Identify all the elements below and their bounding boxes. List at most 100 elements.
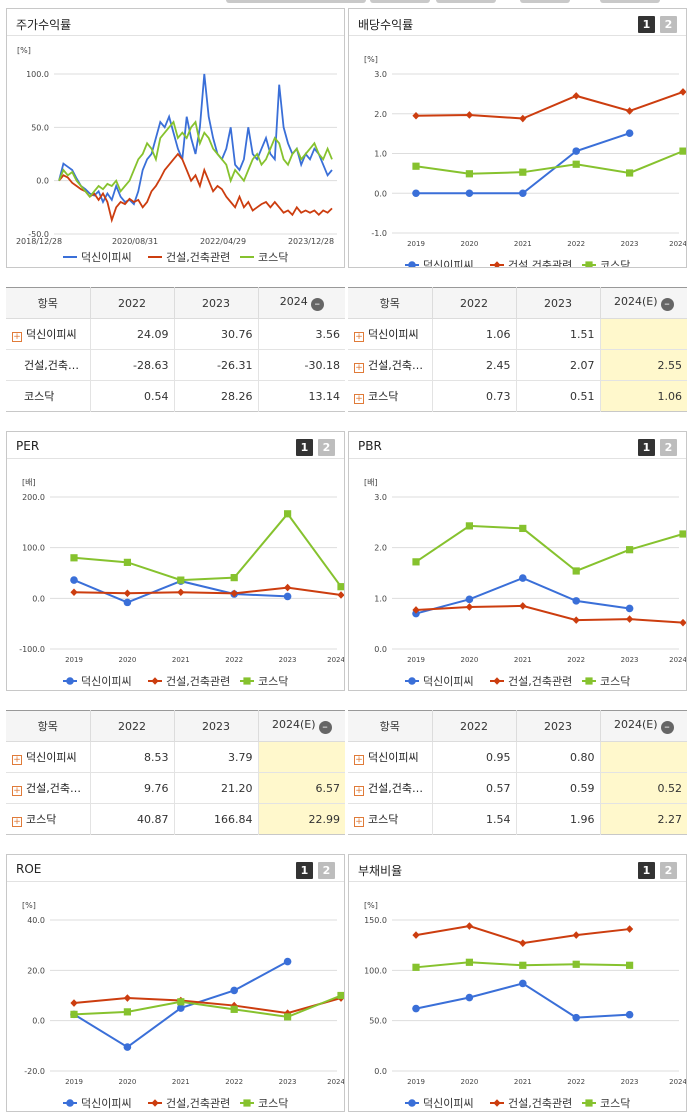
- series-line: [415, 604, 684, 624]
- value-cell: 2.55: [600, 349, 687, 381]
- x-tick-label: 2020: [118, 1078, 136, 1086]
- pbr-panel: PBR 1 2 [배] 3.0 2.0 1.0 0.0 2019 2020 2021 2022 2…: [348, 431, 687, 691]
- value-cell: -28.63: [90, 349, 175, 381]
- expand-icon[interactable]: +: [12, 332, 22, 342]
- tab-button-1[interactable]: 1: [638, 439, 655, 456]
- expand-icon[interactable]: +: [354, 817, 364, 827]
- x-tick-label: 2019: [65, 656, 83, 664]
- legend-marker: [151, 1099, 159, 1107]
- legend-label: 코스닥: [600, 259, 630, 267]
- row-name-cell: + 덕신이피씨: [348, 318, 433, 350]
- legend-marker: [493, 677, 501, 685]
- tab-button-2[interactable]: 2: [660, 862, 677, 879]
- column-header: 2022: [432, 287, 517, 319]
- data-point: [70, 576, 78, 584]
- data-point: [284, 583, 292, 592]
- legend-label: 코스닥: [600, 1097, 630, 1110]
- panel-header: PBR 1 2: [349, 432, 686, 459]
- expand-icon[interactable]: +: [354, 755, 364, 765]
- tab-button-2[interactable]: 2: [318, 862, 335, 879]
- y-unit-label: [배]: [22, 478, 36, 487]
- row-name-cell: + 덕신이피씨: [348, 741, 433, 773]
- legend-marker: [408, 261, 416, 267]
- value-cell: 2.27: [600, 803, 687, 835]
- data-point: [625, 129, 634, 138]
- row-name-cell: 코스닥: [6, 380, 91, 412]
- tab-button-1[interactable]: 1: [638, 16, 655, 33]
- x-tick-label: 2020: [460, 1078, 478, 1086]
- x-tick-label: 2020: [460, 240, 478, 248]
- collapse-icon[interactable]: –: [310, 298, 324, 311]
- value-cell: 21.20: [174, 772, 259, 804]
- data-point: [572, 960, 580, 968]
- data-point: [625, 604, 634, 613]
- data-point: [123, 598, 132, 607]
- value-cell: 0.95: [432, 741, 517, 773]
- table-row: + 건설,건축… 9.76 21.20 6.57: [6, 772, 345, 804]
- y-tick-label: 3.0: [374, 493, 387, 502]
- x-tick-label: 2024(E): [327, 656, 344, 664]
- column-header-label: 2024: [279, 295, 308, 308]
- collapse-icon[interactable]: –: [660, 721, 674, 734]
- table-row: + 건설,건축… 2.45 2.07 2.55: [348, 349, 687, 381]
- top-tab-stub: [520, 0, 570, 3]
- expand-icon[interactable]: +: [12, 755, 22, 765]
- column-header: 항목: [348, 287, 433, 319]
- table-row: + 덕신이피씨 8.53 3.79: [6, 741, 345, 773]
- data-point: [284, 510, 292, 518]
- data-point: [626, 961, 634, 969]
- tab-button-2[interactable]: 2: [660, 439, 677, 456]
- tab-button-1[interactable]: 1: [296, 439, 313, 456]
- expand-icon[interactable]: +: [354, 786, 364, 796]
- expand-icon[interactable]: +: [354, 332, 364, 342]
- row-name-cell: 건설,건축…: [6, 349, 91, 381]
- collapse-icon[interactable]: –: [318, 721, 332, 734]
- table-header-row: 항목 2022 2023 2024–: [6, 287, 345, 319]
- row-name-cell: + 코스닥: [348, 803, 433, 835]
- collapse-icon[interactable]: –: [660, 298, 674, 311]
- y-tick-label: 3.0: [374, 70, 387, 79]
- row-name-cell: + 덕신이피씨: [6, 318, 91, 350]
- data-point: [412, 162, 420, 170]
- legend-label: 덕신이피씨: [81, 1097, 132, 1110]
- debt-ratio-chart: [%] 150.0 100.0 50.0 0.0 2019 2020 2021 2022 2023…: [364, 901, 686, 1110]
- value-cell: 8.53: [90, 741, 175, 773]
- data-point: [412, 189, 420, 198]
- expand-icon[interactable]: +: [354, 363, 364, 373]
- column-header-label: 항목: [37, 720, 58, 733]
- tab-button-1[interactable]: 1: [296, 862, 313, 879]
- row-label: 덕신이피씨: [368, 328, 419, 341]
- series-line: [58, 119, 333, 199]
- x-tick-label: 2019: [407, 1078, 425, 1086]
- data-point: [177, 998, 185, 1006]
- tab-button-1[interactable]: 1: [638, 862, 655, 879]
- tab-button-2[interactable]: 2: [660, 16, 677, 33]
- table-row: + 덕신이피씨 24.09 30.76 3.56: [6, 318, 345, 350]
- tab-button-2[interactable]: 2: [318, 439, 335, 456]
- panel-header: 배당수익률 1 2: [349, 9, 686, 36]
- row-label: 건설,건축…: [368, 359, 423, 372]
- x-tick-label: 2023: [621, 1078, 639, 1086]
- expand-icon[interactable]: +: [12, 786, 22, 796]
- data-point: [465, 958, 473, 966]
- row-label: 덕신이피씨: [26, 751, 77, 764]
- row-label: 코스닥: [24, 390, 55, 403]
- data-point: [572, 92, 580, 100]
- legend-label: 코스닥: [258, 1097, 288, 1110]
- row-label: 건설,건축…: [26, 782, 81, 795]
- row-label: 코스닥: [26, 813, 57, 826]
- y-tick-label: 1.0: [374, 594, 387, 603]
- value-cell: 0.80: [516, 741, 601, 773]
- panel-header: 부채비율 1 2: [349, 855, 686, 882]
- x-tick-label: 2019: [65, 1078, 83, 1086]
- expand-icon[interactable]: +: [354, 394, 364, 404]
- y-tick-label: 40.0: [27, 916, 45, 925]
- dividend-yield-panel: 배당수익률 1 2 [%] 3.0 2.0 1.0 0.0 -1.0 2019 2020 202…: [348, 8, 687, 268]
- series-line: [415, 982, 630, 1019]
- data-point: [519, 168, 527, 176]
- data-point: [465, 595, 474, 604]
- expand-icon[interactable]: +: [12, 817, 22, 827]
- y-tick-label: 20.0: [27, 966, 45, 975]
- value-cell: 40.87: [90, 803, 175, 835]
- x-tick-label: 2023/12/28: [288, 237, 334, 246]
